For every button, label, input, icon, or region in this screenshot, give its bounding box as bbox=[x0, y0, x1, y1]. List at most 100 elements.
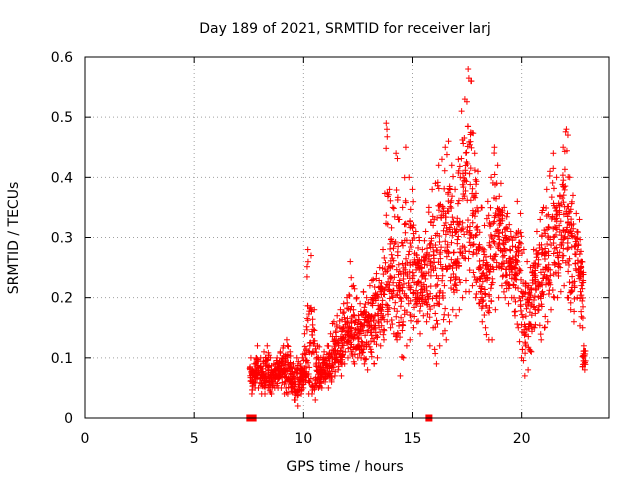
data-point bbox=[390, 279, 397, 286]
data-point bbox=[448, 256, 455, 263]
data-point bbox=[427, 260, 434, 267]
data-point bbox=[460, 140, 467, 147]
data-point bbox=[361, 304, 368, 311]
data-point-peak bbox=[438, 156, 445, 163]
data-point bbox=[402, 229, 409, 236]
data-point bbox=[438, 244, 445, 251]
data-point bbox=[403, 255, 410, 262]
data-point bbox=[397, 303, 404, 310]
data-point bbox=[282, 357, 289, 364]
data-point bbox=[377, 328, 384, 335]
data-point-peak bbox=[383, 120, 390, 127]
data-point bbox=[448, 205, 455, 212]
data-point bbox=[473, 181, 480, 188]
data-point bbox=[365, 311, 372, 318]
data-point bbox=[333, 322, 340, 329]
data-point bbox=[332, 329, 339, 336]
data-point bbox=[292, 370, 299, 377]
data-point bbox=[405, 251, 412, 258]
data-point-trough bbox=[318, 384, 325, 391]
data-point bbox=[387, 273, 394, 280]
data-point bbox=[287, 352, 294, 359]
data-point bbox=[307, 339, 314, 346]
data-point bbox=[442, 238, 449, 245]
data-point-peak bbox=[475, 168, 481, 175]
data-point bbox=[394, 194, 401, 201]
data-point bbox=[313, 349, 320, 356]
data-point bbox=[393, 266, 400, 273]
data-point bbox=[395, 261, 402, 268]
data-point-peak bbox=[442, 144, 449, 151]
data-point bbox=[463, 228, 470, 235]
data-point bbox=[449, 214, 456, 221]
data-point bbox=[418, 264, 425, 271]
data-point bbox=[422, 275, 429, 282]
data-point bbox=[437, 249, 444, 256]
data-point bbox=[275, 366, 282, 373]
data-point bbox=[455, 233, 462, 240]
data-point-peak bbox=[425, 204, 432, 211]
data-point bbox=[477, 265, 484, 272]
data-point-trough bbox=[475, 300, 482, 307]
data-point bbox=[346, 291, 353, 298]
data-point bbox=[467, 131, 474, 138]
data-point bbox=[439, 277, 446, 284]
data-point bbox=[409, 275, 416, 282]
data-point-trough bbox=[410, 324, 417, 331]
data-point bbox=[458, 155, 465, 162]
data-point bbox=[362, 356, 369, 363]
data-point bbox=[415, 318, 422, 325]
data-point bbox=[365, 318, 372, 325]
data-point bbox=[456, 163, 463, 170]
data-point bbox=[396, 277, 403, 284]
data-point bbox=[392, 239, 399, 246]
data-point-peak bbox=[304, 246, 311, 253]
data-point-trough bbox=[367, 348, 374, 355]
data-point bbox=[398, 298, 405, 305]
data-point bbox=[401, 311, 408, 318]
data-point-peak bbox=[416, 234, 423, 241]
data-point bbox=[269, 377, 276, 384]
data-point bbox=[472, 208, 479, 215]
data-point bbox=[399, 242, 406, 249]
data-point bbox=[414, 256, 421, 263]
data-point bbox=[303, 273, 310, 280]
data-point-peak bbox=[363, 294, 370, 301]
data-point bbox=[480, 257, 487, 264]
data-point bbox=[384, 221, 391, 228]
data-point bbox=[443, 225, 450, 232]
data-point bbox=[441, 247, 448, 254]
data-point-trough bbox=[417, 330, 424, 337]
data-point bbox=[350, 306, 357, 313]
data-point bbox=[283, 389, 290, 396]
data-point bbox=[430, 222, 437, 229]
data-point bbox=[340, 348, 347, 355]
data-point bbox=[369, 300, 376, 307]
data-point bbox=[473, 279, 480, 286]
data-point bbox=[485, 212, 492, 219]
data-point bbox=[361, 309, 368, 316]
data-point-peak bbox=[366, 282, 373, 289]
data-point-trough bbox=[469, 282, 476, 289]
data-point bbox=[476, 275, 483, 282]
data-point bbox=[438, 214, 445, 221]
data-point bbox=[434, 246, 441, 253]
data-point bbox=[474, 226, 481, 233]
y-axis-label: SRMTID / TECUs bbox=[6, 182, 22, 295]
data-point bbox=[461, 193, 468, 200]
data-point bbox=[446, 183, 453, 190]
data-point bbox=[426, 241, 433, 248]
data-point-peak bbox=[373, 270, 380, 277]
data-point bbox=[262, 384, 269, 391]
data-point bbox=[457, 279, 464, 286]
data-point bbox=[309, 316, 316, 323]
data-point-peak bbox=[340, 300, 347, 307]
data-point bbox=[476, 258, 483, 265]
data-point-peak bbox=[277, 348, 284, 355]
data-point bbox=[393, 186, 400, 193]
data-point-trough bbox=[338, 372, 345, 379]
data-point bbox=[456, 262, 463, 269]
data-point bbox=[250, 379, 257, 386]
data-point bbox=[486, 309, 493, 316]
data-point-peak bbox=[465, 66, 472, 73]
